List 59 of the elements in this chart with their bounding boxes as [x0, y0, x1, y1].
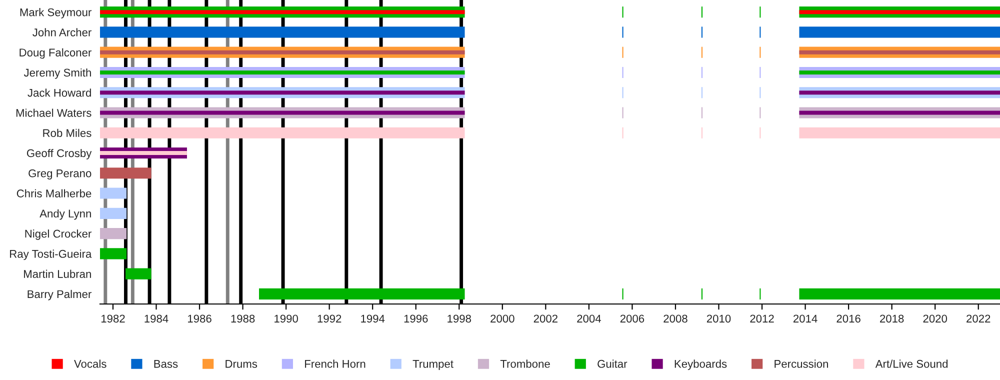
bar [100, 10, 465, 14]
bar [126, 268, 152, 280]
x-tick-label: 2014 [793, 314, 818, 323]
x-tick-label: 1986 [188, 314, 212, 323]
y-tick-label: Nigel Crocker [25, 230, 92, 240]
bar [100, 90, 465, 95]
x-tick-label: 2018 [880, 314, 904, 323]
y-tick-label: Chris Malherbe [16, 189, 92, 198]
x-tick-label: 2002 [534, 314, 558, 323]
x-tick-label: 2022 [966, 314, 990, 323]
y-tick-label: Ray Tosti-Gueira [10, 250, 92, 260]
bar [100, 228, 127, 240]
bar [100, 110, 465, 115]
legend-label: Trumpet [412, 360, 454, 370]
bar [259, 288, 465, 300]
legend-label: Art/Live Sound [875, 360, 948, 368]
y-tick-label: Barry Palmer [28, 290, 92, 300]
x-tick-label: 1996 [404, 314, 428, 323]
bar [100, 188, 127, 199]
y-tick-label: John Archer [32, 28, 92, 36]
x-tick-label: 1992 [318, 314, 342, 323]
legend-label: Guitar [598, 360, 628, 368]
x-tick-label: 2016 [836, 314, 860, 323]
legend-label: Vocals [74, 360, 106, 368]
y-tick-label: Martin Lubran [24, 270, 91, 278]
y-tick-label: Rob Miles [43, 128, 92, 138]
x-tick-label: 2004 [577, 314, 601, 323]
x-tick-label: 1998 [448, 314, 472, 323]
x-tick-label: 1984 [144, 314, 168, 323]
legend-label: French Horn [305, 360, 366, 368]
bar [799, 288, 1000, 300]
legend-label: Trombone [500, 360, 550, 368]
bar [100, 26, 465, 38]
bar [100, 248, 127, 260]
x-tick-label: 2006 [620, 314, 644, 323]
y-tick-label: Doug Falconer [20, 48, 92, 59]
y-tick-label: Greg Perano [28, 169, 92, 180]
y-tick-label: Andy Lynn [40, 209, 91, 220]
y-tick-label: Mark Seymour [20, 8, 92, 18]
x-tick-label: 1982 [101, 314, 125, 323]
y-tick-label: Michael Waters [16, 108, 92, 117]
legend-label: Keyboards [674, 360, 727, 370]
x-tick-label: 2008 [664, 314, 688, 323]
bar [100, 208, 127, 219]
y-tick-label: Jack Howard [28, 88, 91, 97]
bar [799, 110, 1000, 115]
bar [799, 90, 1000, 95]
y-tick-label: Geoff Crosby [26, 148, 92, 160]
legend-label: Drums [226, 360, 258, 368]
legend-label: Percussion [774, 360, 828, 368]
x-tick-label: 2020 [923, 314, 948, 323]
legend-label: Bass [154, 360, 178, 368]
x-tick-label: 2010 [706, 314, 731, 323]
y-tick-label: Jeremy Smith [24, 68, 91, 79]
x-tick-label: 1994 [361, 314, 385, 323]
x-tick-label: 1990 [274, 314, 298, 323]
x-tick-label: 1988 [231, 314, 255, 323]
x-tick-label: 2000 [490, 314, 514, 323]
x-tick-label: 2012 [750, 314, 774, 323]
